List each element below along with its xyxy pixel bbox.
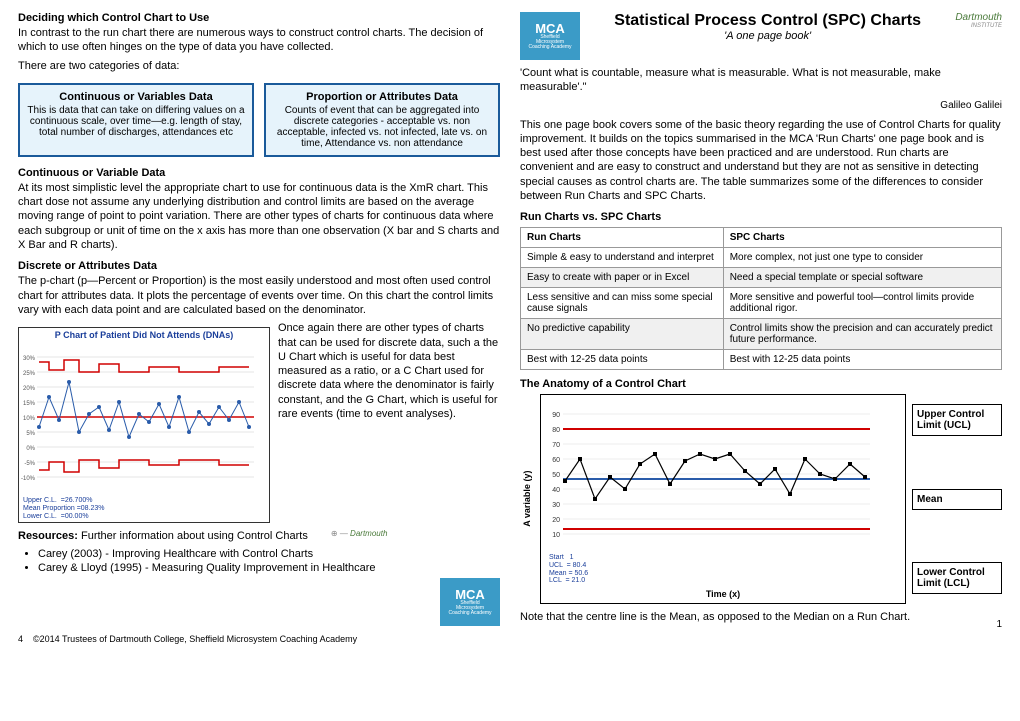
left-footer: 4 ©2014 Trustees of Dartmouth College, S…	[18, 634, 500, 644]
lcl-label: Lower Control Limit (LCL)	[912, 562, 1002, 594]
continuous-body: At its most simplistic level the appropr…	[18, 181, 500, 252]
resource-item: Carey & Lloyd (1995) - Measuring Quality…	[38, 562, 500, 574]
box2-title: Proportion or Attributes Data	[272, 91, 492, 103]
table-header: Run Charts	[521, 228, 724, 248]
p-chart-side-text: Once again there are other types of char…	[278, 321, 500, 519]
anatomy-stats: Start 1UCL = 80.4Mean = 50.6LCL = 21.0	[545, 552, 901, 587]
quote-attribution: Galileo Galilei	[520, 99, 1002, 112]
box1-title: Continuous or Variables Data	[26, 91, 246, 103]
svg-text:10%: 10%	[23, 416, 36, 422]
right-column: MCASheffield Microsystem Coaching Academ…	[520, 12, 1002, 644]
page-number-right: 1	[996, 619, 1002, 630]
comparison-heading: Run Charts vs. SPC Charts	[520, 211, 1002, 223]
continuous-heading: Continuous or Variable Data	[18, 167, 500, 179]
discrete-body: The p-chart (p—Percent or Proportion) is…	[18, 274, 500, 317]
table-cell: Easy to create with paper or in Excel	[521, 268, 724, 288]
discrete-heading: Discrete or Attributes Data	[18, 260, 500, 272]
svg-text:80: 80	[552, 427, 560, 434]
subtitle: 'A one page book'	[588, 30, 947, 42]
anatomy-chart: 90 80 70 60 50 40 30 20 10 Start 1UCL = 80.4Mean…	[540, 394, 906, 604]
comparison-table: Run ChartsSPC Charts Simple & easy to un…	[520, 227, 1002, 370]
table-cell: Control limits show the precision and ca…	[723, 319, 1001, 350]
table-cell: More sensitive and powerful tool—control…	[723, 288, 1001, 319]
table-cell: No predictive capability	[521, 319, 724, 350]
anatomy-legend: Upper Control Limit (UCL) Mean Lower Con…	[912, 394, 1002, 604]
svg-text:25%: 25%	[23, 371, 36, 377]
main-title: Statistical Process Control (SPC) Charts	[588, 12, 947, 30]
mca-logo-icon: MCASheffield Microsystem Coaching Academ…	[520, 12, 580, 60]
anatomy-heading: The Anatomy of a Control Chart	[520, 378, 1002, 390]
resources-line: Resources: Further information about usi…	[18, 529, 500, 543]
resources-body: Further information about using Control …	[81, 530, 308, 542]
svg-text:40: 40	[552, 487, 560, 494]
table-header: SPC Charts	[723, 228, 1001, 248]
svg-text:30%: 30%	[23, 356, 36, 362]
table-cell: Best with 12-25 data points	[723, 350, 1001, 370]
p-chart-svg: 30% 25% 20% 15% 10% 5% 0% -5% -10%	[19, 342, 259, 492]
svg-text:10: 10	[552, 532, 560, 539]
ucl-label: Upper Control Limit (UCL)	[912, 404, 1002, 436]
svg-text:0%: 0%	[26, 446, 35, 452]
y-axis-label: A variable (y)	[520, 394, 534, 604]
anatomy-chart-wrap: A variable (y) 90 80 70 60 50 40 30 20 10 Start …	[520, 394, 1002, 604]
p-chart: P Chart of Patient Did Not Attends (DNAs…	[18, 327, 270, 523]
left-intro: In contrast to the run chart there are n…	[18, 26, 500, 55]
anatomy-svg: 90 80 70 60 50 40 30 20 10	[545, 399, 875, 549]
page-number-left: 4	[18, 634, 23, 644]
left-heading: Deciding which Control Chart to Use	[18, 12, 500, 24]
svg-text:20%: 20%	[23, 386, 36, 392]
svg-text:20: 20	[552, 517, 560, 524]
p-chart-title: P Chart of Patient Did Not Attends (DNAs…	[19, 328, 269, 342]
anatomy-note: Note that the centre line is the Mean, a…	[520, 610, 1002, 624]
svg-text:50: 50	[552, 472, 560, 479]
svg-text:5%: 5%	[26, 431, 35, 437]
continuous-box: Continuous or Variables Data This is dat…	[18, 83, 254, 157]
left-column: Deciding which Control Chart to Use In c…	[18, 12, 500, 644]
resource-item: Carey (2003) - Improving Healthcare with…	[38, 548, 500, 560]
dartmouth-logo: Dartmouth INSTITUTE	[955, 12, 1002, 29]
table-cell: Best with 12-25 data points	[521, 350, 724, 370]
data-type-boxes: Continuous or Variables Data This is dat…	[18, 83, 500, 157]
box2-body: Counts of event that can be aggregated i…	[272, 105, 492, 149]
svg-text:15%: 15%	[23, 401, 36, 407]
svg-text:-10%: -10%	[21, 476, 36, 482]
table-cell: Less sensitive and can miss some special…	[521, 288, 724, 319]
header-row: MCASheffield Microsystem Coaching Academ…	[520, 12, 1002, 60]
quote: 'Count what is countable, measure what i…	[520, 66, 1002, 95]
attributes-box: Proportion or Attributes Data Counts of …	[264, 83, 500, 157]
svg-text:70: 70	[552, 442, 560, 449]
table-cell: Need a special template or special softw…	[723, 268, 1001, 288]
svg-text:90: 90	[552, 412, 560, 419]
mca-logo-icon: MCASheffield Microsystem Coaching Academ…	[440, 578, 500, 626]
box1-body: This is data that can take on differing …	[26, 105, 246, 138]
svg-text:30: 30	[552, 502, 560, 509]
resources-list: Carey (2003) - Improving Healthcare with…	[18, 548, 500, 574]
left-intro2: There are two categories of data:	[18, 59, 500, 73]
p-chart-stats: Upper C.L. =26.700%Mean Proportion =08.2…	[19, 495, 269, 522]
x-axis-label: Time (x)	[545, 587, 901, 599]
dartmouth-sub: INSTITUTE	[955, 23, 1002, 29]
svg-text:60: 60	[552, 457, 560, 464]
copyright: ©2014 Trustees of Dartmouth College, She…	[33, 634, 357, 644]
mean-label: Mean	[912, 489, 1002, 510]
svg-text:-5%: -5%	[24, 461, 35, 467]
table-cell: Simple & easy to understand and interpre…	[521, 248, 724, 268]
resources-heading: Resources:	[18, 530, 78, 542]
right-intro: This one page book covers some of the ba…	[520, 118, 1002, 204]
resource-logos: ⊕ — Dartmouth	[331, 529, 388, 539]
table-cell: More complex, not just one type to consi…	[723, 248, 1001, 268]
